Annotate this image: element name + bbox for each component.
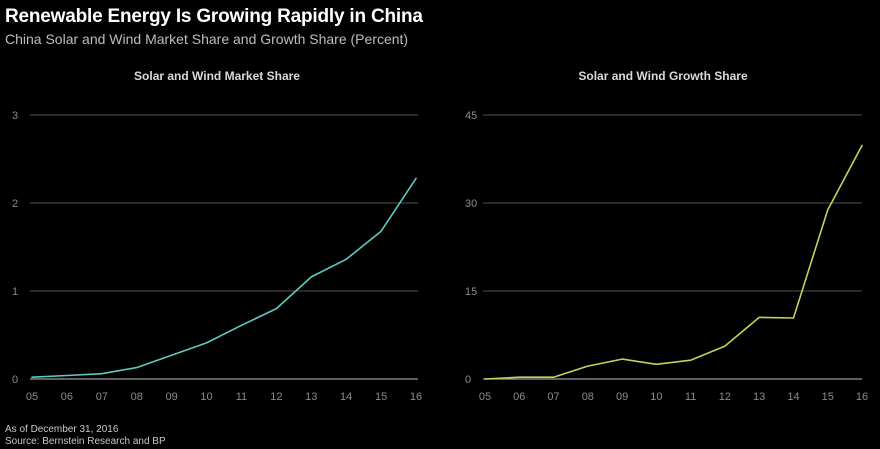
- x-tick-label: 05: [479, 391, 491, 403]
- x-tick-label: 15: [375, 391, 387, 403]
- y-tick-label: 2: [12, 198, 18, 210]
- x-tick-label: 09: [616, 391, 628, 403]
- growth-share-chart: Solar and Wind Growth Share 0 15 30 45 05 06 07…: [465, 69, 868, 403]
- x-tick-label: 16: [410, 391, 422, 403]
- x-tick-label: 14: [340, 391, 352, 403]
- series-line: [31, 177, 417, 379]
- page-subtitle: China Solar and Wind Market Share and Gr…: [5, 31, 409, 47]
- x-tick-label: 06: [513, 391, 525, 403]
- x-tick-label: 05: [26, 391, 38, 403]
- source-note: Source: Bernstein Research and BP: [5, 436, 166, 447]
- y-tick-label: 3: [12, 110, 18, 122]
- x-tick-label: 14: [787, 391, 799, 403]
- series-line: [484, 144, 863, 380]
- y-tick-label: 0: [465, 374, 471, 386]
- x-tick-label: 13: [753, 391, 765, 403]
- x-tick-label: 07: [96, 391, 108, 403]
- x-tick-label: 07: [547, 391, 559, 403]
- chart-title: Solar and Wind Market Share: [134, 69, 300, 83]
- y-tick-label: 15: [465, 286, 477, 298]
- x-tick-label: 06: [61, 391, 73, 403]
- as-of-note: As of December 31, 2016: [5, 424, 119, 435]
- x-tick-label: 16: [856, 391, 868, 403]
- y-tick-label: 1: [12, 286, 18, 298]
- x-tick-label: 10: [650, 391, 662, 403]
- chart-title: Solar and Wind Growth Share: [578, 69, 748, 83]
- x-tick-label: 11: [236, 391, 247, 403]
- x-tick-label: 10: [200, 391, 212, 403]
- page-title: Renewable Energy Is Growing Rapidly in C…: [5, 6, 423, 27]
- x-tick-label: 09: [166, 391, 178, 403]
- x-tick-label: 08: [131, 391, 143, 403]
- x-tick-label: 08: [582, 391, 594, 403]
- x-tick-label: 13: [305, 391, 317, 403]
- x-tick-label: 12: [270, 391, 282, 403]
- x-tick-label: 15: [822, 391, 834, 403]
- y-tick-label: 45: [465, 110, 477, 122]
- y-tick-label: 30: [465, 198, 477, 210]
- x-tick-label: 12: [719, 391, 731, 403]
- y-tick-label: 0: [12, 374, 18, 386]
- x-tick-label: 11: [685, 391, 696, 403]
